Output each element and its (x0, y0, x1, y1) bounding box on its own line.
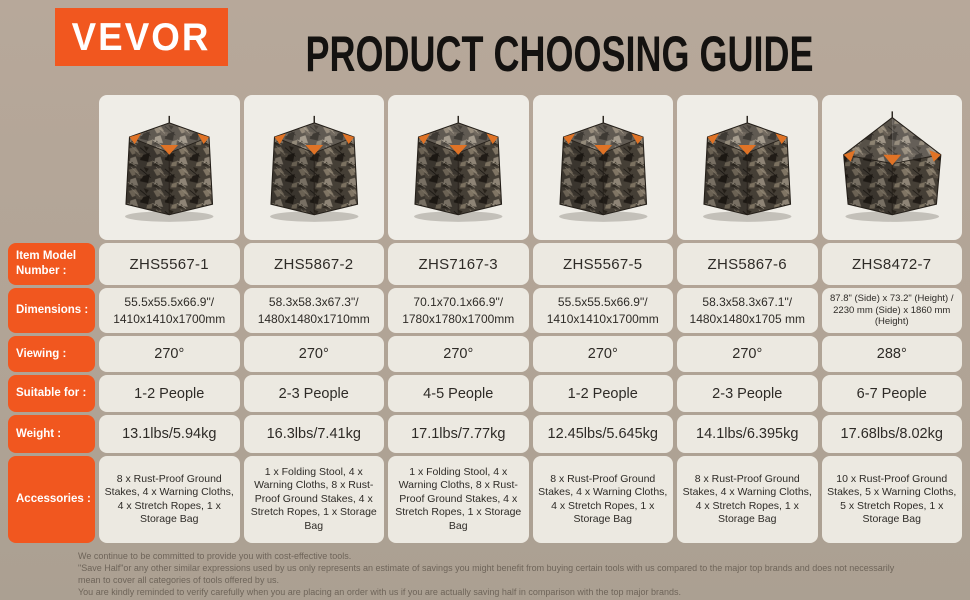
model-cell-2: ZHS5867-2 (243, 243, 384, 285)
suitable-cell-1: 1-2 People (99, 375, 240, 412)
accessories-cell-1: 8 x Rust-Proof Ground Stakes, 4 x Warnin… (99, 456, 240, 543)
suitable-cell-2: 2-3 People (243, 375, 384, 412)
footer-disclaimer: We continue to be committed to provide y… (78, 550, 970, 598)
viewing-cell-5: 270° (677, 336, 818, 372)
product-image-card-6 (821, 95, 962, 240)
viewing-cell-6: 288° (821, 336, 962, 372)
camo-hunting-blind-icon (268, 115, 359, 223)
model-cell-6: ZHS8472-7 (821, 243, 962, 285)
disclaimer-line-4: You are kindly reminded to verify carefu… (78, 587, 681, 597)
viewing-cell-4: 270° (532, 336, 673, 372)
weight-cell-3: 17.1lbs/7.77kg (388, 415, 529, 453)
brand-logo: VEVOR (55, 8, 228, 66)
product-image-card-2 (243, 95, 384, 240)
product-image-card-3 (388, 95, 529, 240)
page-title: PRODUCT CHOOSING GUIDE (0, 24, 970, 83)
dimensions-cell-1: 55.5x55.5x66.9"/ 1410x1410x1700mm (99, 288, 240, 333)
row-header-dimensions: Dimensions : (8, 288, 95, 333)
model-cell-1: ZHS5567-1 (99, 243, 240, 285)
row-header-item-model-number: Item Model Number : (8, 243, 95, 285)
camo-hunting-blind-icon (413, 115, 504, 223)
weight-cell-1: 13.1lbs/5.94kg (99, 415, 240, 453)
disclaimer-line-3: mean to cover all categories of tools of… (78, 575, 279, 585)
dimensions-cell-4: 55.5x55.5x66.9"/ 1410x1410x1700mm (532, 288, 673, 333)
page-title-text: PRODUCT CHOOSING GUIDE (305, 24, 815, 83)
weight-cell-5: 14.1lbs/6.395kg (677, 415, 818, 453)
model-cell-4: ZHS5567-5 (532, 243, 673, 285)
weight-cell-4: 12.45lbs/5.645kg (532, 415, 673, 453)
suitable-cell-4: 1-2 People (532, 375, 673, 412)
viewing-cell-3: 270° (388, 336, 529, 372)
dimensions-cell-5: 58.3x58.3x67.1"/ 1480x1480x1705 mm (677, 288, 818, 333)
product-comparison-table: Item Model Number : ZHS5567-1 ZHS5867-2 … (8, 95, 962, 543)
accessories-cell-6: 10 x Rust-Proof Ground Stakes, 5 x Warni… (821, 456, 962, 543)
table-corner-spacer (8, 95, 95, 240)
viewing-cell-2: 270° (243, 336, 384, 372)
suitable-cell-6: 6-7 People (821, 375, 962, 412)
product-image-card-1 (99, 95, 240, 240)
page-header: VEVOR PRODUCT CHOOSING GUIDE (0, 0, 970, 95)
brand-logo-text: VEVOR (72, 14, 211, 59)
dimensions-cell-3: 70.1x70.1x66.9"/ 1780x1780x1700mm (388, 288, 529, 333)
weight-cell-2: 16.3lbs/7.41kg (243, 415, 384, 453)
weight-cell-6: 17.68lbs/8.02kg (821, 415, 962, 453)
camo-hunting-blind-icon (557, 115, 648, 223)
accessories-cell-4: 8 x Rust-Proof Ground Stakes, 4 x Warnin… (532, 456, 673, 543)
camo-hunting-blind-icon (702, 115, 793, 223)
disclaimer-line-2: "Save Half"or any other similar expressi… (78, 563, 895, 573)
dimensions-cell-6: 87.8" (Side) x 73.2" (Height) / 2230 mm … (821, 288, 962, 333)
dimensions-cell-2: 58.3x58.3x67.3"/ 1480x1480x1710mm (243, 288, 384, 333)
row-header-suitable-for: Suitable for : (8, 375, 95, 412)
suitable-cell-3: 4-5 People (388, 375, 529, 412)
product-image-card-5 (677, 95, 818, 240)
product-image-card-4 (532, 95, 673, 240)
row-header-viewing: Viewing : (8, 336, 95, 372)
viewing-cell-1: 270° (99, 336, 240, 372)
camo-peaked-hunting-blind-icon (842, 110, 942, 223)
camo-hunting-blind-icon (124, 115, 215, 223)
model-cell-3: ZHS7167-3 (388, 243, 529, 285)
accessories-cell-3: 1 x Folding Stool, 4 x Warning Cloths, 8… (388, 456, 529, 543)
accessories-cell-2: 1 x Folding Stool, 4 x Warning Cloths, 8… (243, 456, 384, 543)
model-cell-5: ZHS5867-6 (677, 243, 818, 285)
disclaimer-line-1: We continue to be committed to provide y… (78, 551, 352, 561)
row-header-weight: Weight : (8, 415, 95, 453)
suitable-cell-5: 2-3 People (677, 375, 818, 412)
row-header-accessories: Accessories : (8, 456, 95, 543)
accessories-cell-5: 8 x Rust-Proof Ground Stakes, 4 x Warnin… (677, 456, 818, 543)
